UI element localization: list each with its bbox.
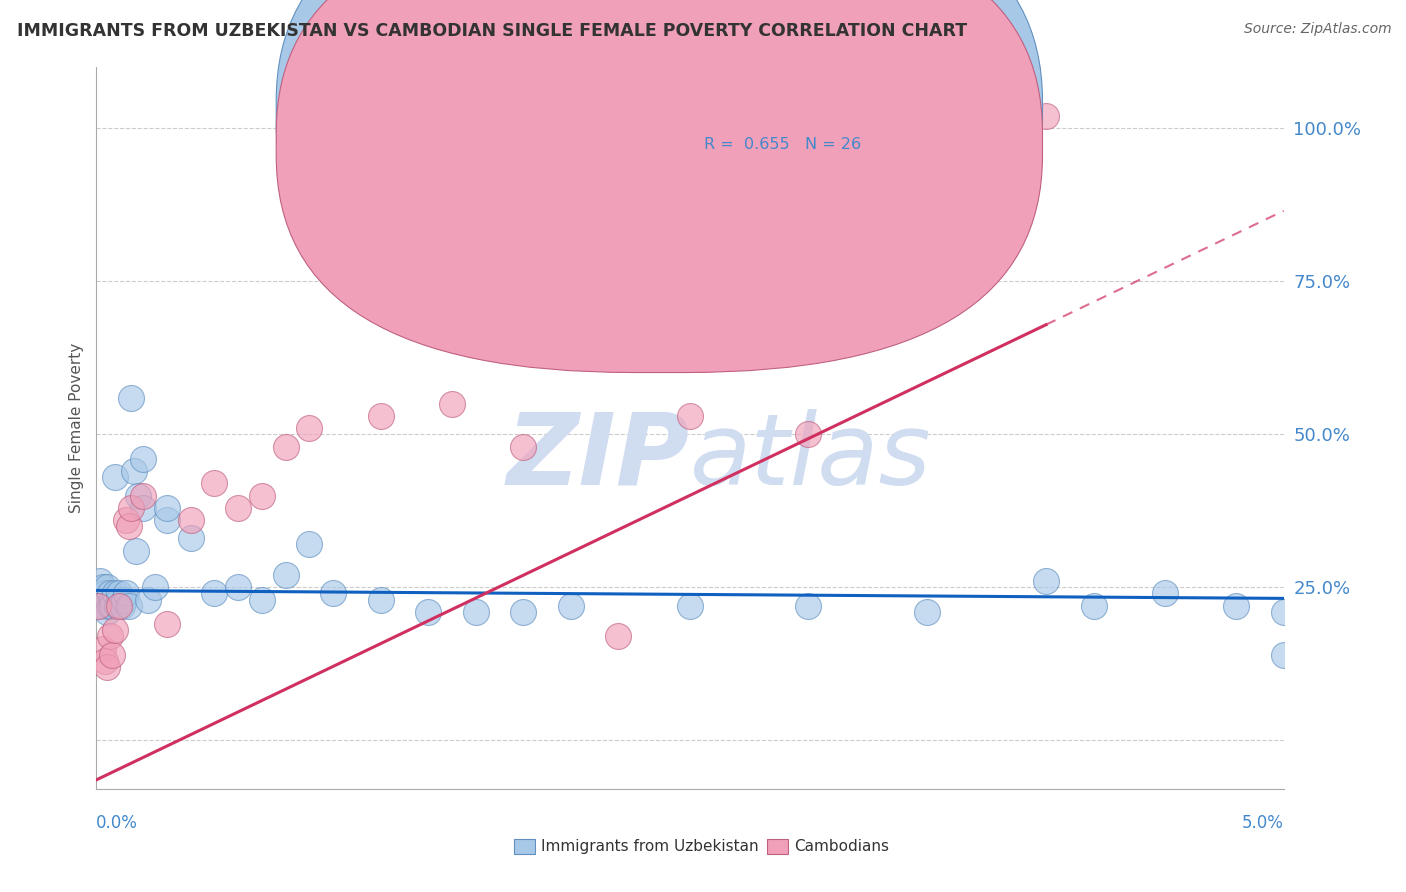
Point xyxy=(250,489,273,503)
Point xyxy=(91,592,114,607)
Point xyxy=(136,592,159,607)
Text: Cambodians: Cambodians xyxy=(794,839,890,854)
Point xyxy=(96,660,118,674)
Text: Immigrants from Uzbekistan: Immigrants from Uzbekistan xyxy=(541,839,759,854)
Point xyxy=(111,599,134,613)
Point xyxy=(1272,605,1295,619)
Text: Source: ZipAtlas.com: Source: ZipAtlas.com xyxy=(1244,22,1392,37)
Point xyxy=(125,543,148,558)
Point xyxy=(94,586,117,600)
Point xyxy=(91,641,114,656)
Point xyxy=(298,537,321,551)
FancyBboxPatch shape xyxy=(276,0,1042,373)
Point xyxy=(1154,586,1177,600)
Point xyxy=(464,605,486,619)
Point xyxy=(96,605,118,619)
Point xyxy=(132,489,155,503)
Point xyxy=(679,599,702,613)
Point xyxy=(441,397,464,411)
Point xyxy=(96,580,118,594)
Point xyxy=(180,532,202,546)
Point xyxy=(118,519,141,533)
Point xyxy=(274,440,297,454)
Point xyxy=(120,500,142,515)
Point xyxy=(101,592,124,607)
Point xyxy=(98,586,121,600)
Point xyxy=(132,451,155,466)
Point xyxy=(127,489,149,503)
Point xyxy=(101,599,124,613)
Point xyxy=(607,629,630,643)
Point xyxy=(105,599,128,613)
FancyBboxPatch shape xyxy=(619,85,957,168)
Point xyxy=(226,580,249,594)
Point xyxy=(87,599,110,613)
Point xyxy=(560,599,582,613)
Point xyxy=(370,409,392,423)
Point xyxy=(1083,599,1105,613)
Text: atlas: atlas xyxy=(690,409,931,506)
Point xyxy=(101,648,124,662)
Point xyxy=(204,476,226,491)
Point xyxy=(156,513,179,527)
Point xyxy=(274,568,297,582)
Point xyxy=(1035,574,1057,589)
Point xyxy=(98,599,121,613)
Point xyxy=(87,586,110,600)
Point xyxy=(108,592,131,607)
Point xyxy=(1035,109,1057,123)
Point xyxy=(104,470,127,484)
Point xyxy=(226,500,249,515)
Bar xyxy=(768,838,787,855)
Text: IMMIGRANTS FROM UZBEKISTAN VS CAMBODIAN SINGLE FEMALE POVERTY CORRELATION CHART: IMMIGRANTS FROM UZBEKISTAN VS CAMBODIAN … xyxy=(17,22,967,40)
Text: 5.0%: 5.0% xyxy=(1241,814,1284,831)
Point xyxy=(370,592,392,607)
Y-axis label: Single Female Poverty: Single Female Poverty xyxy=(69,343,84,513)
Point xyxy=(115,513,138,527)
Point xyxy=(679,409,702,423)
Text: R = -0.026   N = 71: R = -0.026 N = 71 xyxy=(704,105,862,120)
Point xyxy=(132,500,155,515)
Point xyxy=(298,421,321,435)
Text: ZIP: ZIP xyxy=(506,409,690,506)
Point xyxy=(104,624,127,638)
Point xyxy=(204,586,226,600)
Point xyxy=(94,599,117,613)
Point xyxy=(512,440,534,454)
Bar xyxy=(515,838,534,855)
FancyBboxPatch shape xyxy=(276,0,1042,341)
Point xyxy=(418,605,440,619)
Point xyxy=(94,654,117,668)
Point xyxy=(118,599,141,613)
Point xyxy=(91,580,114,594)
Point xyxy=(322,586,344,600)
Point xyxy=(122,464,145,478)
Point xyxy=(96,592,118,607)
Point xyxy=(104,586,127,600)
Point xyxy=(115,586,138,600)
Point xyxy=(797,427,820,442)
Point xyxy=(797,599,820,613)
Point xyxy=(156,500,179,515)
Point xyxy=(112,592,135,607)
Point xyxy=(89,599,111,613)
Point xyxy=(108,599,131,613)
Point xyxy=(120,391,142,405)
Point xyxy=(250,592,273,607)
Point xyxy=(143,580,166,594)
Point xyxy=(89,574,111,589)
Point xyxy=(512,605,534,619)
Point xyxy=(917,605,939,619)
Point xyxy=(1272,648,1295,662)
Point xyxy=(180,513,202,527)
Text: 0.0%: 0.0% xyxy=(96,814,138,831)
Point xyxy=(156,617,179,632)
Point xyxy=(1225,599,1247,613)
Text: R =  0.655   N = 26: R = 0.655 N = 26 xyxy=(704,136,860,152)
Point xyxy=(98,629,121,643)
Point xyxy=(108,586,131,600)
